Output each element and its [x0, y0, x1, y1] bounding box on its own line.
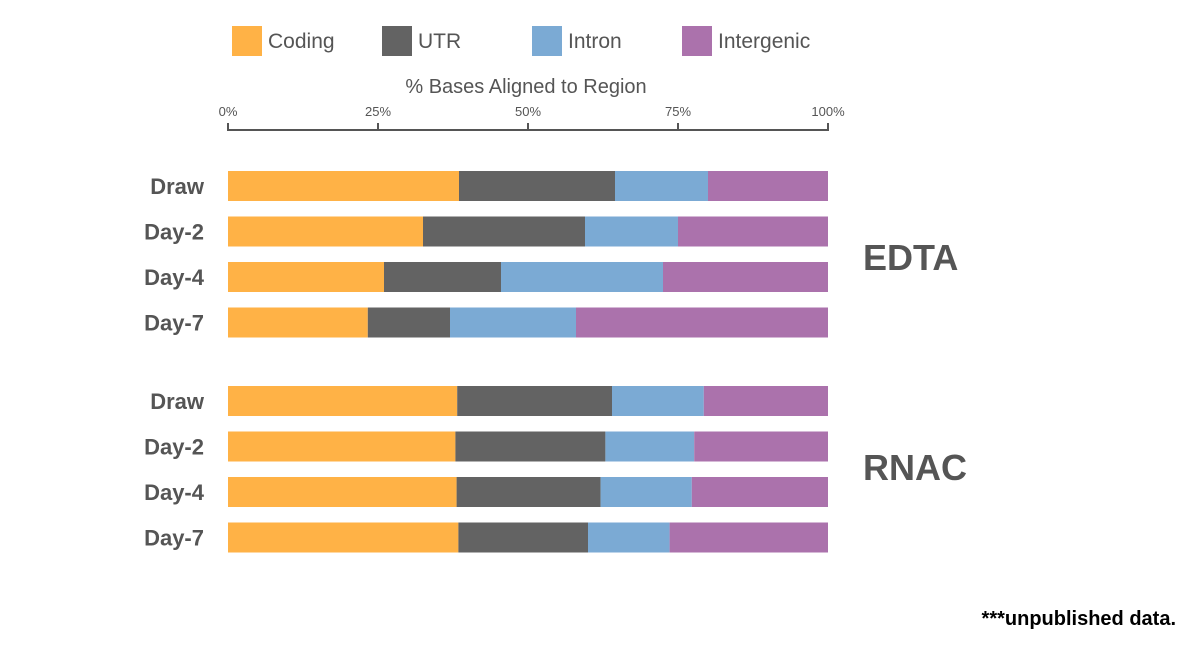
bar-segment-rnac-day-4-coding	[228, 477, 457, 507]
bar-segment-rnac-day-7-intron	[588, 522, 670, 553]
legend: Coding UTR Intron Intergenic	[232, 26, 810, 56]
bar-segment-rnac-day-7-intergenic	[669, 522, 828, 553]
legend-label-coding: Coding	[268, 30, 335, 53]
bar-segment-edta-day-7-intron	[450, 307, 576, 338]
bar-segment-edta-day-7-coding	[228, 307, 368, 338]
bar-segment-rnac-draw-intergenic	[703, 386, 828, 416]
bar-segment-edta-day-4-intergenic	[663, 262, 828, 292]
group-label-rnac: RNAC	[863, 447, 967, 488]
bar-segment-rnac-day-2-intergenic	[694, 431, 828, 462]
category-label: Draw	[150, 174, 205, 199]
x-tick-label: 75%	[665, 104, 691, 119]
bar-segment-rnac-day-4-intron	[600, 477, 692, 507]
bar-segment-edta-day-2-intergenic	[678, 216, 828, 247]
bar-segment-edta-day-4-coding	[228, 262, 384, 292]
bars	[228, 171, 828, 553]
legend-label-intron: Intron	[568, 30, 622, 53]
bar-segment-rnac-day-4-intergenic	[691, 477, 828, 507]
bar-segment-edta-day-7-intergenic	[576, 307, 828, 338]
legend-label-intergenic: Intergenic	[718, 30, 810, 53]
bar-segment-edta-draw-intron	[615, 171, 708, 201]
category-label: Day-7	[144, 311, 204, 336]
bar-segment-rnac-draw-coding	[228, 386, 458, 416]
bar-segment-edta-day-7-utr	[367, 307, 450, 338]
x-axis-title: % Bases Aligned to Region	[405, 76, 646, 98]
legend-swatch-intergenic	[682, 26, 712, 56]
bar-segment-edta-day-4-intron	[501, 262, 663, 292]
category-label: Day-2	[144, 220, 204, 245]
footnote: ***unpublished data.	[982, 608, 1176, 630]
bar-segment-edta-draw-coding	[228, 171, 459, 201]
bar-segment-rnac-day-2-utr	[455, 431, 606, 462]
bar-segment-edta-day-4-utr	[384, 262, 501, 292]
category-label: Day-7	[144, 526, 204, 551]
category-label: Day-4	[144, 480, 205, 505]
bar-segment-edta-draw-utr	[459, 171, 615, 201]
x-tick-label: 0%	[219, 104, 238, 119]
category-label: Day-4	[144, 265, 205, 290]
group-label-edta: EDTA	[863, 237, 958, 278]
bar-segment-rnac-day-4-utr	[456, 477, 601, 507]
legend-swatch-coding	[232, 26, 262, 56]
legend-label-utr: UTR	[418, 30, 461, 53]
bar-segment-edta-day-2-coding	[228, 216, 423, 247]
x-tick-label: 100%	[811, 104, 845, 119]
category-label: Day-2	[144, 435, 204, 460]
x-tick-label: 25%	[365, 104, 391, 119]
legend-swatch-utr	[382, 26, 412, 56]
x-axis: 0% 25% 50% 75% 100%	[219, 104, 845, 131]
category-label: Draw	[150, 389, 205, 414]
bar-segment-rnac-day-7-coding	[228, 522, 459, 553]
group-labels: EDTA RNAC	[863, 237, 967, 488]
bar-segment-rnac-day-2-coding	[228, 431, 456, 462]
bar-segment-rnac-day-2-intron	[605, 431, 695, 462]
x-tick-label: 50%	[515, 104, 541, 119]
bar-segment-rnac-draw-utr	[457, 386, 612, 416]
bar-segment-edta-draw-intergenic	[708, 171, 828, 201]
bar-segment-edta-day-2-utr	[423, 216, 585, 247]
bar-segment-edta-day-2-intron	[585, 216, 678, 247]
bar-segment-rnac-day-7-utr	[458, 522, 588, 553]
bar-segment-rnac-draw-intron	[612, 386, 704, 416]
category-labels: Draw Day-2 Day-4 Day-7 Draw Day-2 Day-4 Day-7	[144, 174, 205, 551]
legend-swatch-intron	[532, 26, 562, 56]
